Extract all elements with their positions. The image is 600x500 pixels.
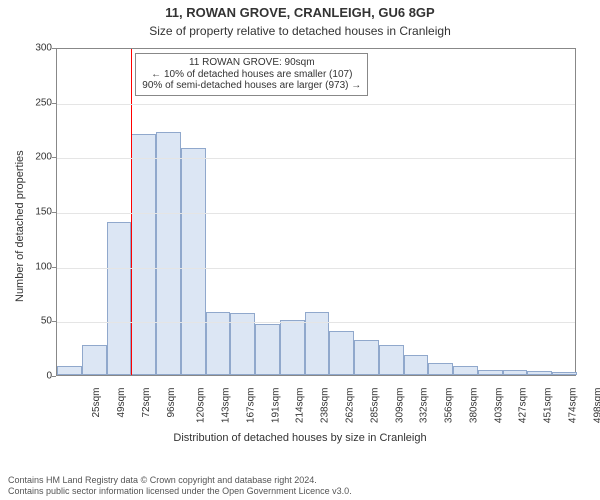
x-tick-label: 167sqm bbox=[246, 388, 257, 424]
y-tick-label: 250 bbox=[22, 97, 52, 108]
x-tick-label: 427sqm bbox=[518, 388, 529, 424]
x-tick-label: 332sqm bbox=[419, 388, 430, 424]
y-tick-mark bbox=[52, 103, 56, 104]
x-tick-label: 309sqm bbox=[394, 388, 405, 424]
y-tick-label: 100 bbox=[22, 261, 52, 272]
bar bbox=[527, 371, 552, 375]
bar bbox=[255, 324, 280, 375]
y-tick-mark bbox=[52, 212, 56, 213]
bar bbox=[404, 355, 429, 375]
bar bbox=[329, 331, 354, 375]
y-axis-label: Number of detached properties bbox=[14, 150, 26, 302]
x-tick-label: 191sqm bbox=[270, 388, 281, 424]
bar bbox=[428, 363, 453, 375]
bar bbox=[206, 312, 231, 375]
bar bbox=[57, 366, 82, 375]
bar bbox=[131, 134, 156, 375]
grid-line bbox=[57, 213, 575, 214]
y-tick-label: 200 bbox=[22, 152, 52, 163]
x-tick-label: 120sqm bbox=[196, 388, 207, 424]
bar bbox=[280, 320, 305, 375]
x-tick-label: 356sqm bbox=[444, 388, 455, 424]
footer-line-1: Contains HM Land Registry data © Crown c… bbox=[8, 475, 592, 485]
bar bbox=[181, 148, 206, 375]
x-tick-label: 285sqm bbox=[369, 388, 380, 424]
y-tick-label: 50 bbox=[22, 316, 52, 327]
grid-line bbox=[57, 268, 575, 269]
y-tick-mark bbox=[52, 157, 56, 158]
bar bbox=[379, 345, 404, 375]
x-tick-label: 143sqm bbox=[221, 388, 232, 424]
x-tick-label: 262sqm bbox=[345, 388, 356, 424]
grid-line bbox=[57, 322, 575, 323]
x-tick-label: 380sqm bbox=[468, 388, 479, 424]
x-tick-label: 451sqm bbox=[543, 388, 554, 424]
bar bbox=[305, 312, 330, 375]
x-tick-label: 498sqm bbox=[592, 388, 600, 424]
y-tick-mark bbox=[52, 376, 56, 377]
x-tick-label: 238sqm bbox=[320, 388, 331, 424]
bar bbox=[503, 370, 528, 375]
x-tick-label: 25sqm bbox=[91, 388, 102, 418]
y-tick-mark bbox=[52, 267, 56, 268]
y-tick-label: 0 bbox=[22, 371, 52, 382]
bar bbox=[107, 222, 132, 375]
x-tick-label: 96sqm bbox=[166, 388, 177, 418]
bar bbox=[552, 372, 577, 375]
info-box-line: 90% of semi-detached houses are larger (… bbox=[142, 80, 361, 92]
info-box-line: ← 10% of detached houses are smaller (10… bbox=[142, 69, 361, 81]
footer-line-2: Contains public sector information licen… bbox=[8, 486, 592, 496]
x-tick-label: 474sqm bbox=[567, 388, 578, 424]
x-tick-label: 49sqm bbox=[116, 388, 127, 418]
x-axis-label: Distribution of detached houses by size … bbox=[0, 432, 600, 444]
bar bbox=[354, 340, 379, 375]
y-tick-label: 300 bbox=[22, 43, 52, 54]
bar bbox=[82, 345, 107, 375]
chart-container: { "title": "11, ROWAN GROVE, CRANLEIGH, … bbox=[0, 0, 600, 500]
info-box: 11 ROWAN GROVE: 90sqm← 10% of detached h… bbox=[135, 53, 368, 96]
chart-subtitle: Size of property relative to detached ho… bbox=[0, 24, 600, 38]
grid-line bbox=[57, 104, 575, 105]
y-tick-label: 150 bbox=[22, 207, 52, 218]
footer: Contains HM Land Registry data © Crown c… bbox=[8, 475, 592, 496]
marker-line bbox=[131, 49, 132, 375]
chart-title: 11, ROWAN GROVE, CRANLEIGH, GU6 8GP bbox=[0, 5, 600, 20]
x-tick-label: 214sqm bbox=[295, 388, 306, 424]
plot-area: 11 ROWAN GROVE: 90sqm← 10% of detached h… bbox=[56, 48, 576, 376]
info-box-line: 11 ROWAN GROVE: 90sqm bbox=[142, 57, 361, 69]
bar bbox=[156, 132, 181, 375]
bars-layer bbox=[57, 49, 575, 375]
y-tick-mark bbox=[52, 48, 56, 49]
bar bbox=[453, 366, 478, 375]
grid-line bbox=[57, 158, 575, 159]
bar bbox=[478, 370, 503, 375]
y-tick-mark bbox=[52, 321, 56, 322]
x-tick-label: 72sqm bbox=[141, 388, 152, 418]
x-tick-label: 403sqm bbox=[493, 388, 504, 424]
